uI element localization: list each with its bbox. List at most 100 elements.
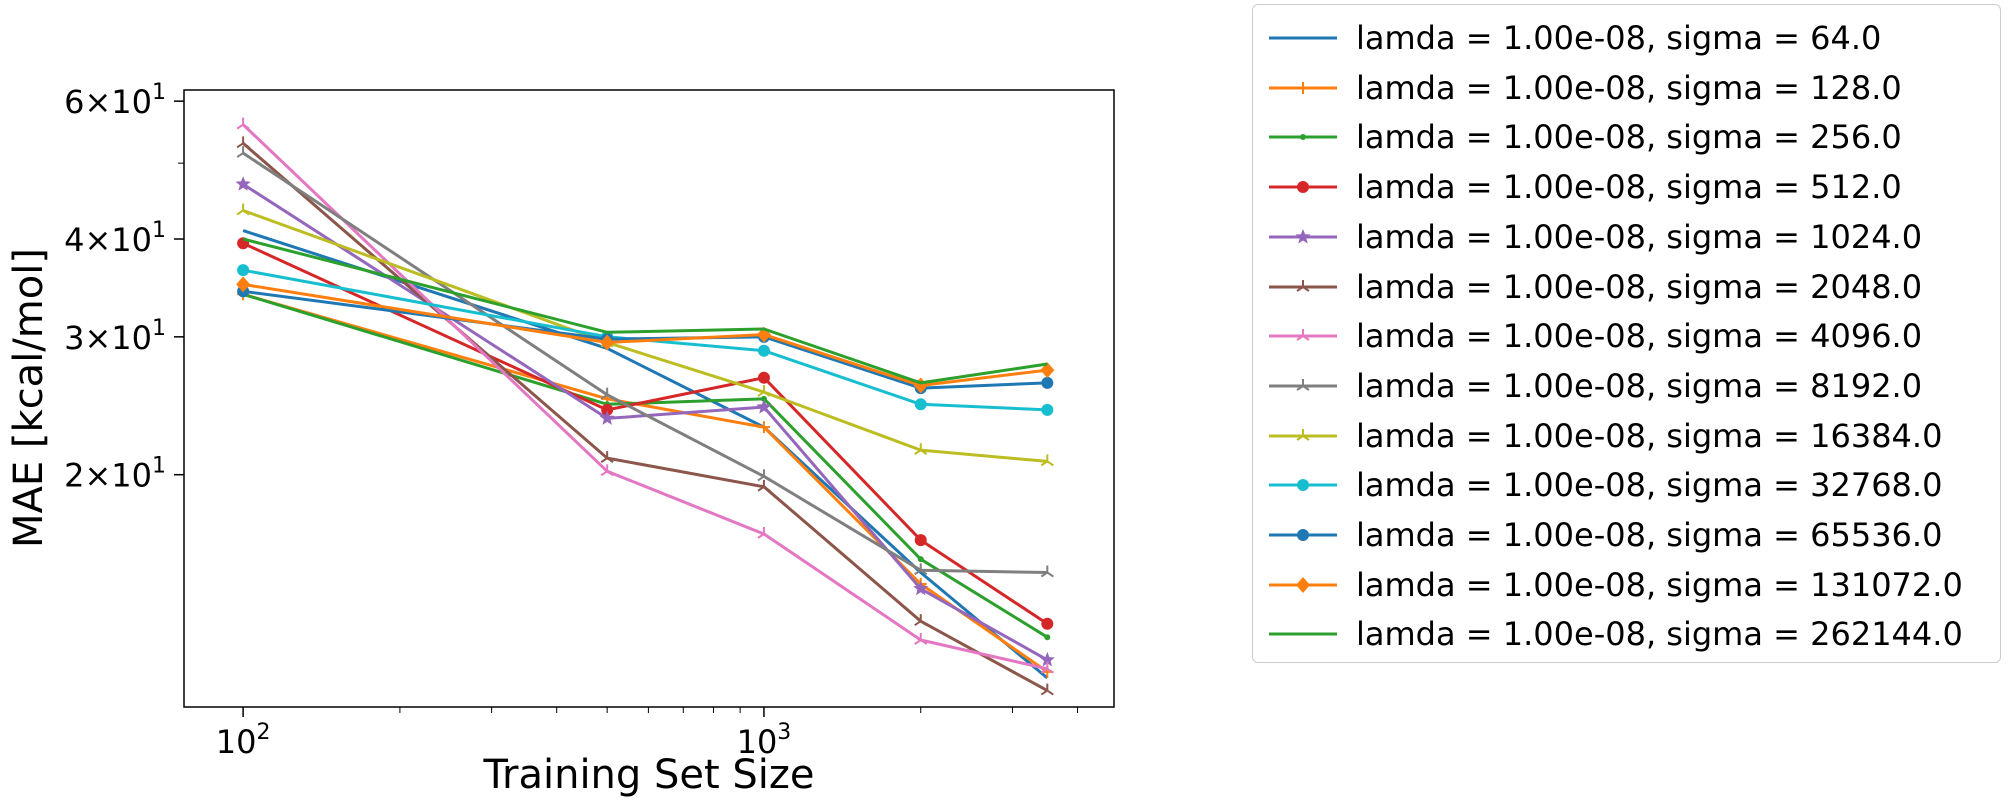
- legend-label: lamda = 1.00e-08, sigma = 512.0: [1356, 168, 1902, 207]
- data-point: [917, 556, 924, 563]
- y-tick-label: 4×101: [64, 218, 166, 259]
- data-point: [236, 203, 250, 216]
- legend-label: lamda = 1.00e-08, sigma = 262144.0: [1356, 615, 1963, 654]
- legend-entry: lamda = 1.00e-08, sigma = 256.0: [1253, 112, 2000, 162]
- series-8: [236, 146, 1054, 578]
- legend-entry: lamda = 1.00e-08, sigma = 2048.0: [1253, 262, 2000, 312]
- data-point: [1041, 403, 1054, 416]
- data-point: [600, 451, 614, 463]
- data-point: [1040, 362, 1055, 379]
- legend-swatch-marker: [1296, 329, 1310, 342]
- legend-label: lamda = 1.00e-08, sigma = 1024.0: [1356, 217, 1923, 256]
- data-point: [601, 403, 614, 416]
- data-point: [236, 276, 251, 293]
- y-axis-label: MAE [kcal/mol]: [6, 248, 52, 548]
- series-line: [242, 292, 1049, 674]
- legend-swatch: [1269, 576, 1337, 593]
- x-tick-label: 103: [737, 720, 792, 761]
- data-point: [235, 176, 251, 191]
- legend-entry: lamda = 1.00e-08, sigma = 262144.0: [1253, 609, 2000, 659]
- legend-entry: lamda = 1.00e-08, sigma = 65536.0: [1253, 510, 2000, 560]
- data-point: [757, 344, 770, 357]
- data-point: [1040, 661, 1054, 674]
- data-point: [1040, 683, 1054, 696]
- data-point: [1041, 617, 1054, 630]
- legend-swatch-marker: [1297, 81, 1309, 94]
- legend-swatch: [1269, 632, 1337, 636]
- data-point: [1040, 565, 1054, 578]
- series-12: [236, 276, 1055, 394]
- data-point: [760, 395, 767, 402]
- data-point: [756, 399, 772, 414]
- data-point: [1044, 634, 1051, 641]
- legend-swatch: [1269, 428, 1337, 441]
- legend-entry: lamda = 1.00e-08, sigma = 1024.0: [1253, 212, 2000, 262]
- data-point: [599, 410, 615, 425]
- data-point: [1040, 454, 1054, 467]
- legend-label: lamda = 1.00e-08, sigma = 4096.0: [1356, 317, 1923, 356]
- data-point: [757, 526, 771, 539]
- legend-swatch: [1269, 181, 1337, 194]
- plot-frame: [183, 89, 1115, 708]
- legend-swatch: [1269, 81, 1337, 94]
- legend-swatch-marker: [1300, 134, 1306, 141]
- legend-label: lamda = 1.00e-08, sigma = 32768.0: [1356, 466, 1943, 505]
- legend-label: lamda = 1.00e-08, sigma = 64.0: [1356, 19, 1882, 57]
- legend-swatch: [1269, 378, 1337, 391]
- series-6: [236, 136, 1054, 696]
- data-point: [914, 632, 928, 645]
- legend-label: lamda = 1.00e-08, sigma = 256.0: [1356, 118, 1902, 157]
- data-point: [600, 387, 614, 400]
- legend-swatch-marker: [1296, 378, 1310, 391]
- legend-swatch-marker: [1296, 428, 1310, 441]
- series-13: [242, 237, 1048, 385]
- legend-swatch: [1269, 36, 1337, 40]
- legend-swatch-marker: [1296, 279, 1310, 292]
- legend-swatch: [1269, 279, 1337, 292]
- y-tick-label: 3×101: [64, 316, 166, 357]
- legend: lamda = 1.00e-08, sigma = 64.0 lamda = 1.…: [1252, 4, 2001, 663]
- legend-swatch-marker: [1297, 529, 1309, 541]
- legend-entry: lamda = 1.00e-08, sigma = 16384.0: [1253, 411, 2000, 461]
- data-point: [914, 534, 927, 547]
- series-7: [236, 117, 1054, 674]
- series-2: [237, 288, 1054, 678]
- legend-swatch-marker: [1295, 228, 1311, 244]
- legend-entry: lamda = 1.00e-08, sigma = 8192.0: [1253, 361, 2000, 411]
- y-tick-label: 2×101: [64, 454, 166, 495]
- data-point: [1039, 651, 1055, 667]
- legend-swatch-marker: [1297, 181, 1309, 194]
- legend-label: lamda = 1.00e-08, sigma = 131072.0: [1356, 565, 1963, 604]
- y-tick-label: 6×101: [64, 80, 166, 121]
- data-point: [1041, 376, 1054, 389]
- data-point: [913, 580, 929, 596]
- series-line: [242, 237, 1048, 385]
- legend-label: lamda = 1.00e-08, sigma = 16384.0: [1356, 416, 1943, 455]
- data-point: [757, 479, 771, 492]
- series-line: [242, 151, 1048, 574]
- legend-entry: lamda = 1.00e-08, sigma = 512.0: [1253, 162, 2000, 212]
- legend-entry: lamda = 1.00e-08, sigma = 64.0: [1253, 13, 2000, 63]
- legend-swatch-marker: [1296, 576, 1310, 593]
- data-point: [236, 146, 250, 158]
- legend-swatch-marker: [1297, 479, 1309, 492]
- data-point: [914, 398, 927, 411]
- series-10: [237, 264, 1054, 416]
- data-point: [914, 443, 928, 455]
- x-axis-label: Training Set Size: [482, 752, 814, 798]
- series-5: [235, 176, 1055, 667]
- legend-swatch: [1269, 228, 1337, 244]
- data-point: [914, 563, 928, 576]
- legend-label: lamda = 1.00e-08, sigma = 2048.0: [1356, 267, 1923, 306]
- data-point: [757, 371, 770, 384]
- data-point: [757, 385, 771, 397]
- legend-swatch: [1269, 479, 1337, 492]
- data-point: [236, 117, 250, 130]
- legend-entry: lamda = 1.00e-08, sigma = 128.0: [1253, 63, 2000, 113]
- data-point: [600, 464, 614, 477]
- line-chart: 102 103 2×101 3×101 4×101 6×101 Training Set …: [6, 80, 1115, 798]
- x-tick-label: 102: [216, 720, 271, 761]
- legend-swatch: [1269, 529, 1337, 541]
- legend-swatch: [1269, 329, 1337, 342]
- axes: 102 103 2×101 3×101 4×101 6×101: [64, 80, 1079, 761]
